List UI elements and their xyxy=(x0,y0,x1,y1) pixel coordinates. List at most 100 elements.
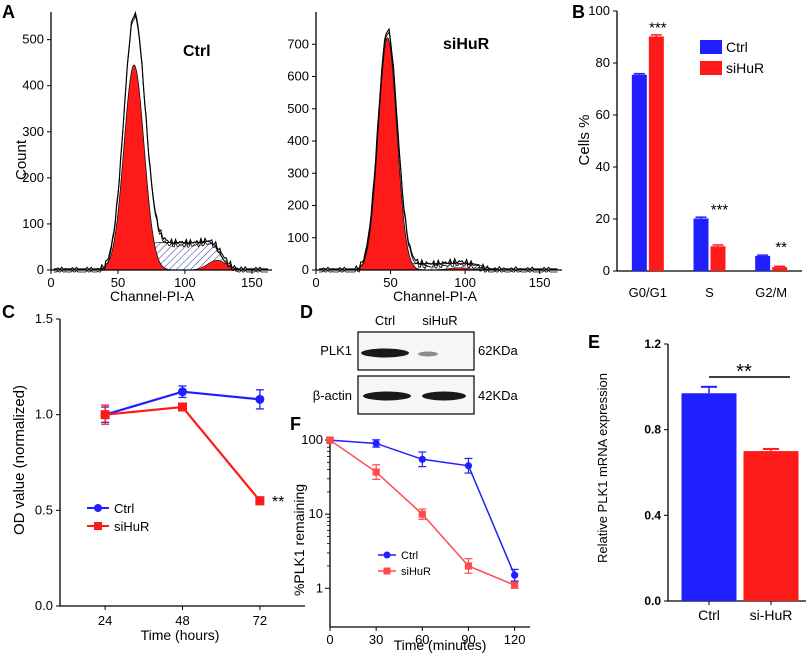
cellcycle-ytick-label: 40 xyxy=(596,159,610,174)
od-legend-label: siHuR xyxy=(114,519,149,534)
mrna-ytick-label: 0.8 xyxy=(644,423,661,437)
A-right-ytick-label: 300 xyxy=(287,165,309,180)
plk1-decay-chart: %PLK1 remaining Time (minutes) 1 10 100 0 30… xyxy=(291,432,530,653)
mrna-category-label: Ctrl xyxy=(698,607,720,623)
decay-xtick-label: 30 xyxy=(369,632,383,647)
cellcycle-significance: *** xyxy=(711,201,729,218)
hist-ctrl-ylabel: Count xyxy=(13,139,30,180)
cellcycle-legend-label: siHuR xyxy=(726,60,764,76)
western-blot: Ctrl siHuR PLK1 β-actin 62KDa 42KDa xyxy=(313,313,519,415)
A-right-xtick-label: 50 xyxy=(383,275,397,290)
cellcycle-significance: ** xyxy=(775,239,787,256)
panel-label-a: A xyxy=(2,2,15,22)
hist-ctrl-xlabel: Channel-PI-A xyxy=(110,288,195,304)
decay-ytick-label: 10 xyxy=(309,506,323,521)
panel-label-b: B xyxy=(572,2,585,22)
A-left-envelope-inner xyxy=(53,14,268,273)
panel-label-f: F xyxy=(290,414,301,434)
decay-point-sihur xyxy=(326,436,334,444)
od-xtick-label: 24 xyxy=(98,613,112,628)
od-ytick-label: 1.0 xyxy=(35,407,53,422)
decay-xlabel: Time (minutes) xyxy=(394,637,487,653)
cellcycle-legend-swatch xyxy=(700,61,722,75)
od-point-sihur xyxy=(100,410,110,420)
A-left-xtick-label: 100 xyxy=(174,275,196,290)
blot-row-plk1: PLK1 xyxy=(320,343,352,358)
cellcycle-ytick-label: 20 xyxy=(596,211,610,226)
od-point-sihur xyxy=(255,496,265,506)
decay-legend-label: siHuR xyxy=(401,566,431,578)
mrna-ytick-label: 1.2 xyxy=(644,337,661,351)
decay-point-sihur xyxy=(464,562,473,570)
decay-xtick-label: 90 xyxy=(461,632,475,647)
od-ytick-label: 1.5 xyxy=(35,311,53,326)
cellcycle-ylabel: Cells % xyxy=(576,115,593,166)
A-right-xtick-label: 150 xyxy=(529,275,551,290)
panel-label-c: C xyxy=(2,302,15,322)
A-right-xtick-label: 0 xyxy=(312,275,319,290)
mrna-significance: ** xyxy=(736,361,752,383)
A-left-xtick-label: 150 xyxy=(241,275,263,290)
od-legend-marker xyxy=(94,504,102,512)
od-line-chart: OD value (normalized) Time (hours) 0.0 0.… xyxy=(11,311,305,643)
cellcycle-bar-ctrl xyxy=(631,74,647,271)
mrna-ylabel: Relative PLK1 mRNA expression xyxy=(595,373,610,563)
decay-point-sihur xyxy=(418,510,426,518)
od-significance: ** xyxy=(272,494,284,511)
band-plk1-sihur xyxy=(418,351,438,357)
A-right-xtick-label: 100 xyxy=(454,275,476,290)
od-point-sihur xyxy=(178,402,187,412)
A-right-ytick-label: 500 xyxy=(287,101,309,116)
decay-point-ctrl xyxy=(418,455,426,463)
od-legend-label: Ctrl xyxy=(114,501,134,516)
cellcycle-legend-swatch xyxy=(700,40,722,54)
mrna-category-label: si-HuR xyxy=(750,607,793,623)
decay-point-sihur xyxy=(511,581,519,589)
cellcycle-bar-ctrl xyxy=(755,255,771,271)
cellcycle-category-label: G0/G1 xyxy=(629,285,667,300)
decay-axes xyxy=(329,437,530,628)
A-left-ytick-label: 0 xyxy=(37,262,44,277)
od-ytick-label: 0.5 xyxy=(35,502,53,517)
cellcycle-significance: *** xyxy=(649,19,667,36)
cellcycle-ytick-label: 80 xyxy=(596,55,610,70)
mrna-ytick-label: 0.4 xyxy=(644,508,661,522)
mrna-bar-si-hur xyxy=(743,451,799,601)
A-right-g1-peak xyxy=(342,37,433,271)
blot-size-plk1: 62KDa xyxy=(478,343,519,358)
cellcycle-bar-sihur xyxy=(710,246,726,271)
A-left-g2-peak xyxy=(189,260,245,271)
blot-lane-sihur: siHuR xyxy=(422,313,457,328)
band-plk1-ctrl xyxy=(361,348,409,358)
A-right-ytick-label: 200 xyxy=(287,198,309,213)
od-ylabel: OD value (normalized) xyxy=(11,385,28,535)
histogram-ctrl: Count Channel-PI-A Ctrl 0100200300400500… xyxy=(13,10,272,304)
od-line-sihur xyxy=(105,405,261,502)
decay-legend-marker xyxy=(383,551,391,559)
band-actin-ctrl xyxy=(363,391,411,401)
decay-point-ctrl xyxy=(372,439,380,448)
band-actin-sihur xyxy=(422,391,466,401)
blot-size-actin: 42KDa xyxy=(478,388,519,403)
A-left-ytick-label: 100 xyxy=(22,216,44,231)
A-right-ytick-label: 0 xyxy=(302,262,309,277)
od-xlabel: Time (hours) xyxy=(141,627,220,643)
A-left-xtick-label: 50 xyxy=(111,275,125,290)
cellcycle-category-label: G2/M xyxy=(755,285,787,300)
A-right-ytick-label: 100 xyxy=(287,230,309,245)
mrna-bar-chart: Relative PLK1 mRNA expression 0.0 0.4 0.8 1… xyxy=(595,337,806,623)
decay-xtick-label: 0 xyxy=(326,632,333,647)
A-left-envelope xyxy=(53,10,268,270)
cellcycle-bar-sihur xyxy=(648,36,664,272)
A-right-envelope-inner xyxy=(318,31,558,273)
mrna-bar-ctrl xyxy=(681,393,737,601)
A-left-ytick-label: 500 xyxy=(22,32,44,47)
A-right-axes xyxy=(315,12,562,271)
cellcycle-bar-sihur xyxy=(772,267,788,271)
A-right-ytick-label: 700 xyxy=(287,36,309,51)
decay-point-ctrl xyxy=(464,462,473,470)
cellcycle-legend-label: Ctrl xyxy=(726,39,748,55)
cellcycle-ytick-label: 100 xyxy=(588,3,610,18)
decay-ytick-label: 1 xyxy=(316,580,323,595)
